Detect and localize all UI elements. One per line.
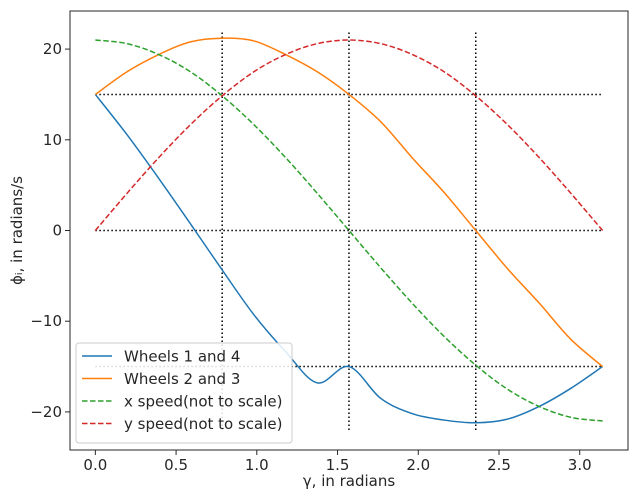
- x-tick-label: 2.5: [487, 456, 511, 474]
- x-axis-label: γ, in radians: [303, 472, 396, 490]
- y-tick-label: 20: [43, 40, 62, 58]
- x-tick-label: 1.5: [326, 456, 350, 474]
- series-line-1: [94, 93, 604, 424]
- legend-box: [75, 342, 293, 444]
- x-tick-label: 0.5: [164, 456, 188, 474]
- x-tick-label: 3.0: [568, 456, 592, 474]
- y-tick-label: 0: [52, 222, 62, 240]
- y-tick-label: 10: [43, 131, 62, 149]
- x-tick-label: 0.0: [83, 456, 107, 474]
- series-lines: [94, 37, 604, 424]
- legend-entry: y speed(not to scale): [124, 415, 282, 433]
- y-axis-ticks: −20 −10 0 10 20: [30, 40, 70, 421]
- y-axis-label: ϕᵢ, in radians/s: [8, 176, 26, 285]
- series-line-3: [95, 39, 603, 422]
- y-tick-label: −10: [30, 312, 62, 330]
- x-tick-label: 1.0: [245, 456, 269, 474]
- legend-entry: Wheels 2 and 3: [124, 370, 240, 388]
- series-line-4: [94, 39, 604, 231]
- y-tick-label: −20: [30, 403, 62, 421]
- x-tick-label: 2.0: [406, 456, 430, 474]
- legend-entry: Wheels 1 and 4: [124, 348, 240, 366]
- series-line-2: [94, 37, 604, 368]
- x-axis-ticks: 0.0 0.5 1.0 1.5 2.0 2.5 3.0: [83, 450, 592, 474]
- legend: Wheels 1 and 4 Wheels 2 and 3 x speed(not …: [75, 342, 293, 444]
- legend-entry: x speed(not to scale): [124, 393, 282, 411]
